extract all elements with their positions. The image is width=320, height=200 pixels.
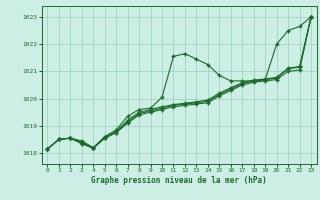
X-axis label: Graphe pression niveau de la mer (hPa): Graphe pression niveau de la mer (hPa) <box>91 176 267 185</box>
